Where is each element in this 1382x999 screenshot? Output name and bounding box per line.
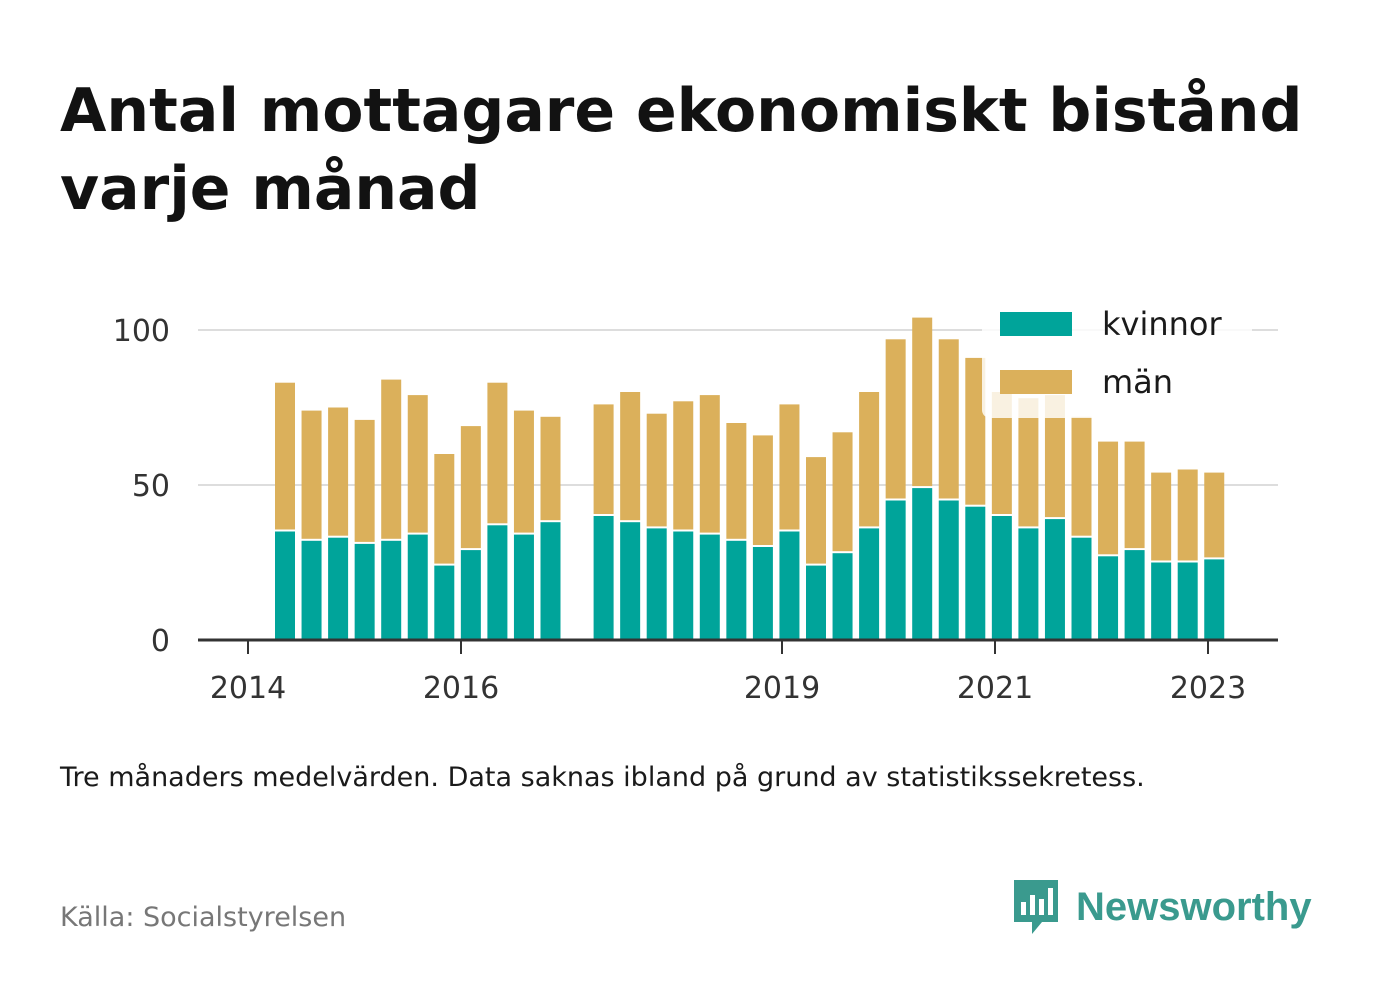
bar-kvinnor <box>513 534 534 640</box>
bar-kvinnor <box>1018 528 1039 640</box>
bar-man <box>726 423 747 539</box>
bar-kvinnor <box>354 543 375 640</box>
x-tick-label: 2021 <box>957 671 1033 706</box>
bar-kvinnor <box>328 537 349 640</box>
bar-kvinnor <box>885 500 906 640</box>
bar-man <box>354 419 375 542</box>
legend-swatch <box>1000 370 1072 394</box>
bar-man <box>381 379 402 539</box>
bar-kvinnor <box>726 540 747 640</box>
x-tick-label: 2019 <box>744 671 820 706</box>
bar-man <box>460 426 481 549</box>
bar-man <box>620 392 641 521</box>
bar-kvinnor <box>1044 519 1065 640</box>
legend: kvinnor män <box>982 300 1252 418</box>
y-tick-label: 0 <box>151 624 170 659</box>
bar-man <box>275 382 295 530</box>
bar-kvinnor <box>1204 559 1225 640</box>
bar-man <box>1044 395 1065 518</box>
bar-man <box>328 407 349 536</box>
bar-kvinnor <box>593 516 614 640</box>
bar-kvinnor <box>752 547 773 640</box>
bar-kvinnor <box>407 534 428 640</box>
bar-kvinnor <box>832 553 853 640</box>
bar-man <box>806 457 826 564</box>
x-tick-label: 2016 <box>423 671 499 706</box>
bar-kvinnor <box>460 550 481 640</box>
bar-man <box>513 410 534 533</box>
bar-man <box>301 410 322 539</box>
bar-kvinnor <box>275 531 295 640</box>
bar-man <box>593 404 614 514</box>
bar-man <box>407 395 428 533</box>
bar-kvinnor <box>938 500 959 640</box>
bar-kvinnor <box>381 540 402 640</box>
bar-man <box>1124 441 1145 549</box>
y-axis-ticks: 0 50 100 <box>113 314 170 659</box>
bar-kvinnor <box>540 522 561 640</box>
bar-man <box>699 395 720 533</box>
bar-man <box>965 357 986 505</box>
bar-man <box>779 404 800 530</box>
bar-kvinnor <box>434 565 455 640</box>
chart-note: Tre månaders medelvärden. Data saknas ib… <box>60 762 1145 793</box>
bar-kvinnor <box>673 531 694 640</box>
bar-man <box>1151 472 1172 561</box>
bar-kvinnor <box>806 565 826 640</box>
source-label: Källa: Socialstyrelsen <box>60 902 347 933</box>
bar-chart: 0 50 100 2014 2016 2019 2021 2023 kvinnor män <box>112 300 1278 706</box>
legend-swatch <box>1000 312 1072 336</box>
newsworthy-logo-icon <box>1014 880 1058 934</box>
bar-man <box>540 416 561 521</box>
x-axis: 2014 2016 2019 2021 2023 <box>198 638 1278 706</box>
bar-kvinnor <box>912 488 933 640</box>
bar-kvinnor <box>779 531 800 640</box>
bar-man <box>991 392 1012 514</box>
bar-kvinnor <box>965 506 986 640</box>
bar-man <box>859 392 880 527</box>
bar-kvinnor <box>1071 537 1092 640</box>
bar-man <box>673 401 694 530</box>
chart-title: Antal mottagare ekonomiskt bistånd varje… <box>60 76 1303 224</box>
bar-kvinnor <box>1151 562 1172 640</box>
bar-man <box>1177 469 1198 561</box>
bar-man <box>487 382 508 524</box>
bar-kvinnor <box>646 528 667 640</box>
y-tick-label: 50 <box>132 469 170 504</box>
bar-man <box>912 317 933 487</box>
x-tick-label: 2014 <box>210 671 286 706</box>
bar-kvinnor <box>699 534 720 640</box>
bar-man <box>646 413 667 527</box>
newsworthy-logo: Newsworthy <box>1010 876 1312 938</box>
x-tick-label: 2023 <box>1170 671 1246 706</box>
bar-man <box>1018 398 1039 527</box>
bar-man <box>1204 472 1225 558</box>
legend-label: män <box>1102 363 1173 401</box>
bar-kvinnor <box>1098 556 1119 640</box>
bar-kvinnor <box>991 516 1012 640</box>
legend-label: kvinnor <box>1102 305 1223 343</box>
bar-kvinnor <box>1177 562 1198 640</box>
brand-name: Newsworthy <box>1076 884 1312 929</box>
bar-kvinnor <box>859 528 880 640</box>
bar-kvinnor <box>620 522 641 640</box>
bar-man <box>832 432 853 552</box>
bar-man <box>885 339 906 499</box>
bar-kvinnor <box>301 540 322 640</box>
bar-man <box>434 454 455 564</box>
bar-kvinnor <box>1124 550 1145 640</box>
bar-man <box>1071 416 1092 536</box>
bars <box>275 317 1225 640</box>
bar-man <box>1098 441 1119 555</box>
bar-man <box>752 435 773 545</box>
y-tick-label: 100 <box>113 314 170 349</box>
bar-man <box>938 339 959 499</box>
bar-kvinnor <box>487 525 508 640</box>
